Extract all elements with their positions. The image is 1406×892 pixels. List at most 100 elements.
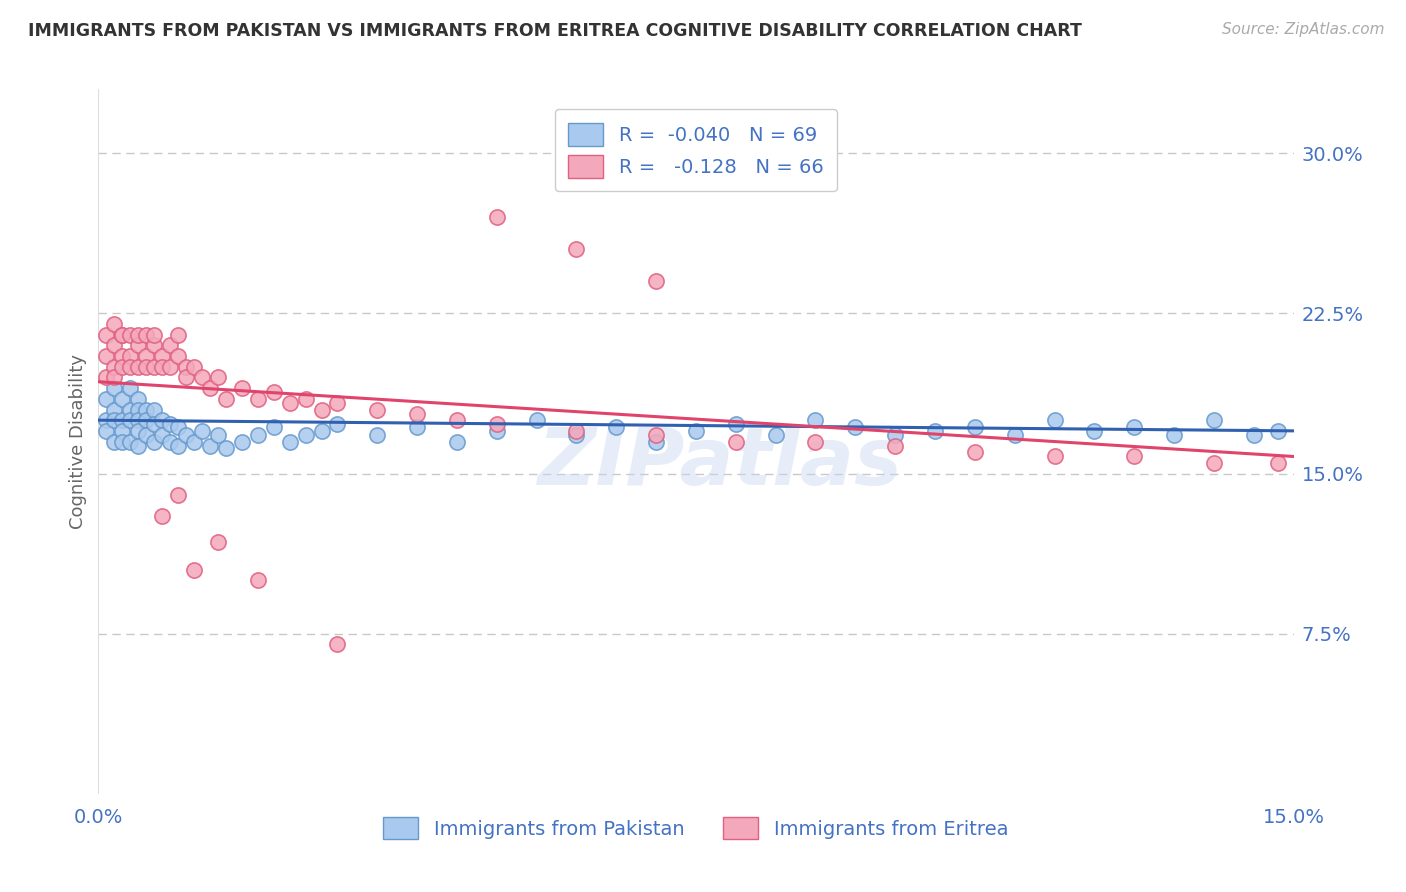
Point (884, 428, 907, 442)
Point (207, 428, 229, 442)
Point (103, 359, 125, 374)
Point (645, 434, 668, 449)
Point (111, 327, 134, 342)
Point (804, 413, 827, 427)
Point (326, 396, 349, 410)
Point (159, 338, 181, 352)
Point (103, 381, 125, 395)
Point (111, 359, 134, 374)
Point (605, 419, 627, 434)
Point (1243, 428, 1265, 442)
Point (191, 370, 214, 384)
Point (143, 434, 166, 449)
Point (135, 428, 157, 442)
Point (111, 349, 134, 363)
Point (724, 434, 747, 449)
Text: Source: ZipAtlas.com: Source: ZipAtlas.com (1222, 22, 1385, 37)
Point (366, 402, 388, 417)
Point (1004, 428, 1026, 442)
Point (120, 413, 142, 427)
Point (215, 392, 238, 406)
Point (120, 349, 142, 363)
Point (485, 417, 508, 432)
Point (120, 381, 142, 395)
Point (311, 402, 333, 417)
Point (246, 574, 269, 588)
Point (135, 359, 157, 374)
Point (565, 243, 588, 257)
Point (446, 434, 468, 449)
Point (326, 637, 349, 651)
Point (263, 385, 285, 400)
Point (1202, 413, 1225, 427)
Y-axis label: Cognitive Disability: Cognitive Disability (69, 354, 87, 529)
Point (174, 359, 197, 374)
Point (207, 370, 229, 384)
Point (804, 434, 827, 449)
Point (159, 359, 181, 374)
Point (159, 434, 181, 449)
Point (1267, 424, 1289, 438)
Point (150, 509, 173, 524)
Point (685, 424, 707, 438)
Point (127, 359, 149, 374)
Point (526, 413, 548, 427)
Point (446, 413, 468, 427)
Point (120, 402, 142, 417)
Point (96, 424, 118, 438)
Text: ZIPatlas: ZIPatlas (537, 424, 903, 501)
Point (143, 338, 166, 352)
Point (183, 359, 205, 374)
Point (120, 434, 142, 449)
Point (150, 428, 173, 442)
Point (167, 439, 190, 453)
Point (150, 349, 173, 363)
Point (96, 349, 118, 363)
Point (724, 417, 747, 432)
Point (311, 424, 333, 438)
Point (366, 428, 388, 442)
Point (1083, 424, 1105, 438)
Point (207, 535, 229, 549)
Point (485, 424, 508, 438)
Point (278, 396, 301, 410)
Point (1043, 450, 1066, 464)
Point (924, 424, 946, 438)
Point (127, 392, 149, 406)
Point (246, 392, 269, 406)
Point (174, 428, 197, 442)
Point (1267, 456, 1289, 470)
Point (96, 392, 118, 406)
Point (127, 439, 149, 453)
Point (406, 419, 429, 434)
Point (1043, 413, 1066, 427)
Point (294, 392, 316, 406)
Point (485, 211, 508, 225)
Point (96, 327, 118, 342)
Point (215, 441, 238, 455)
Point (231, 381, 253, 395)
Point (231, 434, 253, 449)
Point (103, 317, 125, 331)
Point (294, 428, 316, 442)
Point (406, 407, 429, 421)
Point (1123, 450, 1146, 464)
Point (111, 424, 134, 438)
Point (96, 413, 118, 427)
Point (278, 434, 301, 449)
Point (103, 413, 125, 427)
Point (127, 424, 149, 438)
Point (183, 563, 205, 577)
Point (103, 370, 125, 384)
Point (844, 419, 866, 434)
Point (565, 424, 588, 438)
Point (645, 428, 668, 442)
Point (1163, 428, 1185, 442)
Point (120, 327, 142, 342)
Point (127, 338, 149, 352)
Point (198, 439, 221, 453)
Point (326, 417, 349, 432)
Point (143, 359, 166, 374)
Point (1202, 456, 1225, 470)
Point (174, 370, 197, 384)
